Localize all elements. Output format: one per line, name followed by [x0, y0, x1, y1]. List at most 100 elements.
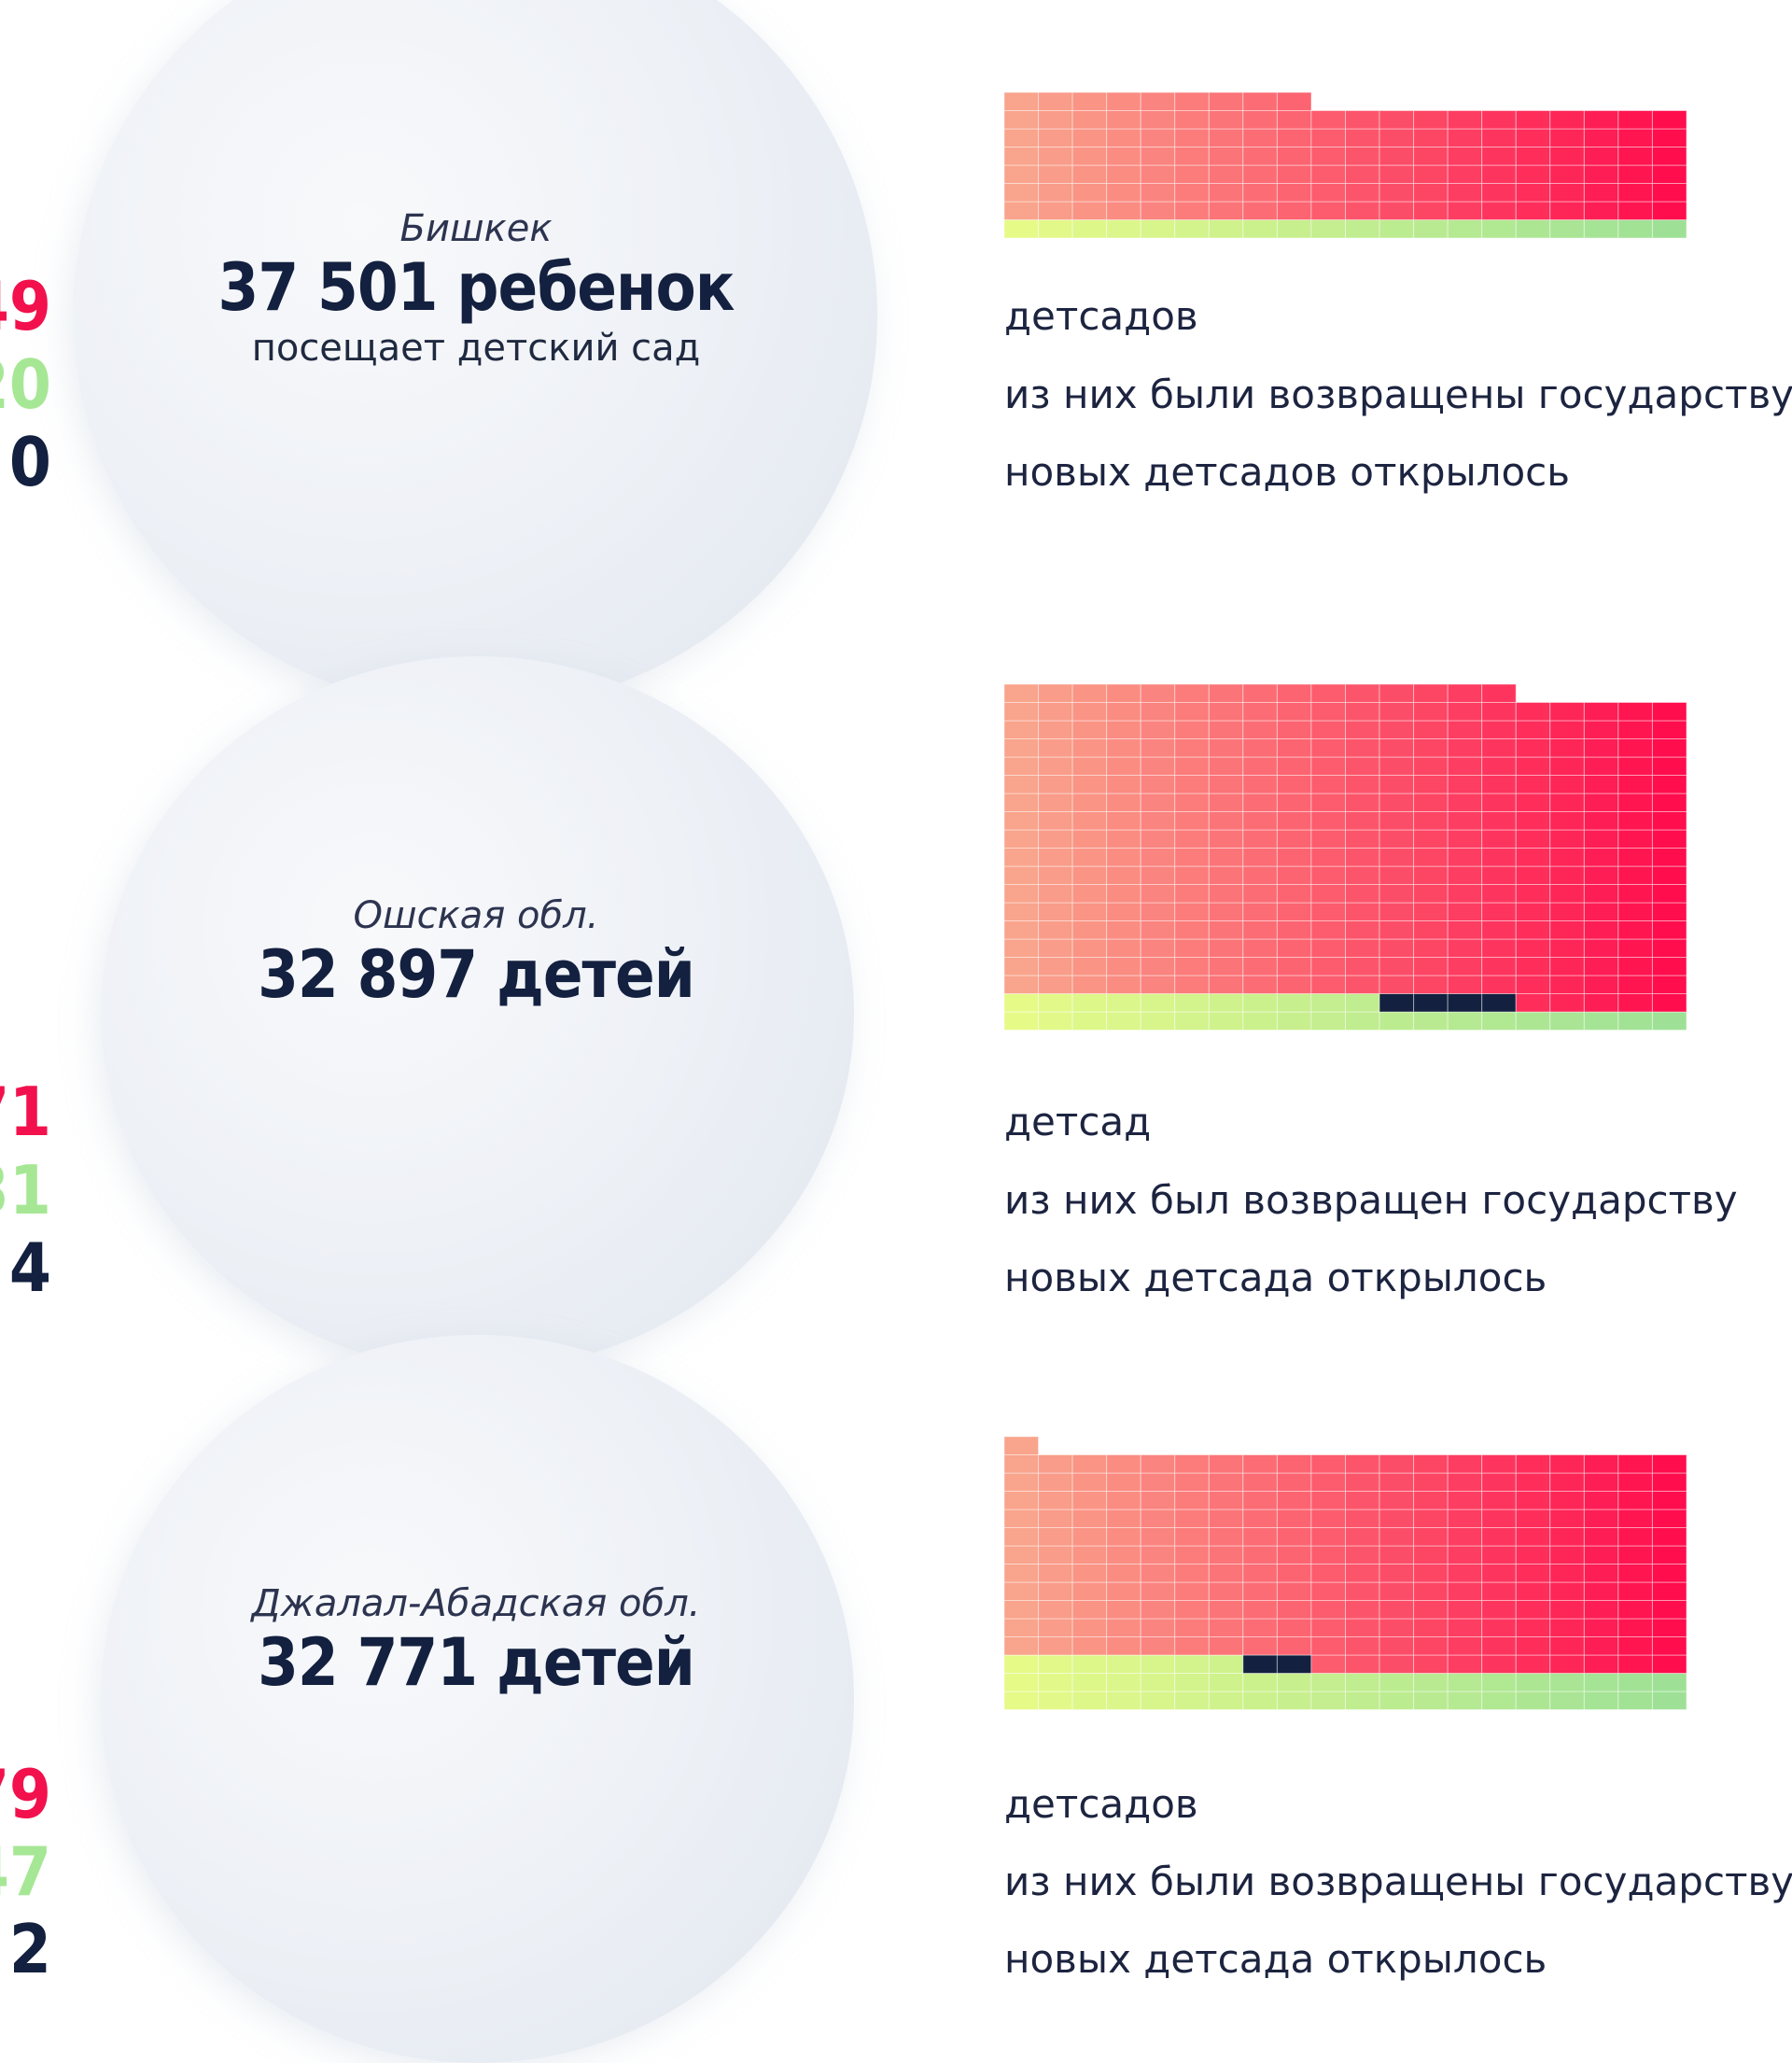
waffle-cell-kindergarten	[1310, 183, 1347, 203]
waffle-cell-kindergarten	[1106, 811, 1141, 831]
waffle-cell-returned	[1549, 219, 1585, 238]
waffle-cell-kindergarten	[1447, 865, 1483, 885]
waffle-cell-kindergarten	[1174, 884, 1210, 904]
waffle-cell-kindergarten	[1549, 1618, 1585, 1637]
waffle-cell-kindergarten	[1140, 1527, 1176, 1547]
waffle-cell-kindergarten	[1310, 865, 1347, 885]
waffle-cell-kindergarten	[1447, 110, 1483, 130]
waffle-cell-kindergarten	[1038, 793, 1073, 812]
waffle-cell-kindergarten	[1071, 684, 1108, 703]
waffle-cell-kindergarten	[1447, 1545, 1483, 1565]
waffle-cell-kindergarten	[1106, 1564, 1141, 1583]
waffle-cell-kindergarten	[1413, 756, 1449, 776]
waffle-cell-kindergarten	[1481, 720, 1517, 739]
waffle-cell-kindergarten	[1413, 811, 1449, 831]
waffle-cell-kindergarten	[1651, 1545, 1687, 1565]
waffle-cell-kindergarten	[1345, 848, 1380, 867]
waffle-cell-kindergarten	[1413, 1564, 1449, 1583]
waffle-cell-kindergarten	[1242, 884, 1278, 904]
waffle-cell-returned	[1038, 993, 1073, 1013]
waffle-cell-kindergarten	[1515, 957, 1551, 976]
waffle-cell-kindergarten	[1413, 147, 1449, 166]
waffle-cell-kindergarten	[1071, 720, 1108, 739]
waffle-cell-kindergarten	[1242, 1600, 1278, 1620]
waffle-cell-kindergarten	[1345, 183, 1380, 203]
waffle-cell-kindergarten	[1651, 1564, 1687, 1583]
waffle-cell-kindergarten	[1345, 738, 1380, 758]
stat-returned-value: 31	[0, 1151, 51, 1229]
waffle-cell-kindergarten	[1140, 829, 1176, 849]
waffle-cell-kindergarten	[1651, 756, 1687, 776]
waffle-cell-kindergarten	[1106, 1527, 1141, 1547]
waffle-cell-returned	[1071, 219, 1108, 238]
waffle-cell-returned	[1379, 219, 1415, 238]
waffle-cell-kindergarten	[1310, 147, 1347, 166]
waffle-cell-kindergarten	[1617, 183, 1653, 203]
waffle-cell-kindergarten	[1345, 1527, 1380, 1547]
waffle-cell-kindergarten	[1242, 793, 1278, 812]
stat-new-label: новых детсада открылось	[1004, 1255, 1547, 1300]
waffle-cell-kindergarten	[1583, 1491, 1619, 1510]
stat-returned-label: из них был возвращен государству	[1004, 1177, 1738, 1223]
waffle-cell-kindergarten	[1140, 1509, 1176, 1528]
waffle-cell-kindergarten	[1583, 720, 1619, 739]
waffle-cell-returned	[1379, 1673, 1415, 1692]
waffle-cell-kindergarten	[1071, 1454, 1108, 1474]
waffle-cell-returned	[1071, 1011, 1108, 1031]
waffle-cell-kindergarten	[1208, 128, 1244, 147]
waffle-cell-returned	[1071, 993, 1108, 1013]
waffle-cell-kindergarten	[1106, 1472, 1141, 1492]
waffle-cell-returned	[1617, 1673, 1653, 1692]
waffle-cell-kindergarten	[1447, 684, 1483, 703]
waffle-cell-kindergarten	[1379, 1545, 1415, 1565]
waffle-cell-kindergarten	[1481, 1545, 1517, 1565]
waffle-cell-kindergarten	[1242, 848, 1278, 867]
waffle-cell-kindergarten	[1140, 1545, 1176, 1565]
waffle-cell-kindergarten	[1651, 110, 1687, 130]
waffle-cell-kindergarten	[1583, 865, 1619, 885]
waffle-cell-returned	[1038, 1654, 1073, 1674]
stat-returned-value: 20	[0, 345, 51, 424]
waffle-chart-jalal-abad	[1004, 1437, 1687, 1710]
waffle-cell-kindergarten	[1071, 756, 1108, 776]
waffle-cell-kindergarten	[1106, 829, 1141, 849]
waffle-cell-returned	[1310, 219, 1347, 238]
waffle-cell-kindergarten	[1515, 1472, 1551, 1492]
waffle-cell-kindergarten	[1310, 720, 1347, 739]
waffle-cell-kindergarten	[1038, 720, 1073, 739]
waffle-cell-returned	[1208, 1654, 1244, 1674]
waffle-cell-returned	[1549, 1011, 1585, 1031]
waffle-cell-kindergarten	[1413, 738, 1449, 758]
stat-returned-value: 47	[0, 1832, 51, 1911]
waffle-cell-kindergarten	[1651, 848, 1687, 867]
waffle-cell-kindergarten	[1345, 1545, 1380, 1565]
waffle-cell-kindergarten	[1617, 1564, 1653, 1583]
waffle-cell-returned	[1106, 1011, 1141, 1031]
waffle-cell-kindergarten	[1583, 1600, 1619, 1620]
waffle-cell-kindergarten	[1140, 848, 1176, 867]
waffle-cell-kindergarten	[1004, 865, 1040, 885]
waffle-cell-kindergarten	[1004, 775, 1040, 794]
waffle-cell-kindergarten	[1106, 756, 1141, 776]
waffle-cell-kindergarten	[1583, 756, 1619, 776]
waffle-cell-kindergarten	[1345, 957, 1380, 976]
waffle-cell-kindergarten	[1106, 164, 1141, 184]
waffle-cell-kindergarten	[1004, 128, 1040, 147]
waffle-cell-kindergarten	[1242, 147, 1278, 166]
waffle-cell-kindergarten	[1379, 147, 1415, 166]
waffle-cell-kindergarten	[1345, 902, 1380, 921]
waffle-cell-kindergarten	[1242, 1527, 1278, 1547]
waffle-cell-returned	[1242, 1673, 1278, 1692]
waffle-cell-returned	[1481, 1673, 1517, 1692]
waffle-cell-kindergarten	[1651, 1618, 1687, 1637]
waffle-cell-new	[1276, 1654, 1312, 1674]
waffle-cell-kindergarten	[1413, 793, 1449, 812]
waffle-cell-kindergarten	[1447, 775, 1483, 794]
waffle-cell-kindergarten	[1276, 147, 1312, 166]
waffle-cell-kindergarten	[1038, 164, 1073, 184]
waffle-cell-kindergarten	[1447, 128, 1483, 147]
waffle-cell-kindergarten	[1345, 684, 1380, 703]
waffle-cell-kindergarten	[1379, 720, 1415, 739]
waffle-cell-kindergarten	[1071, 738, 1108, 758]
waffle-cell-kindergarten	[1276, 793, 1312, 812]
